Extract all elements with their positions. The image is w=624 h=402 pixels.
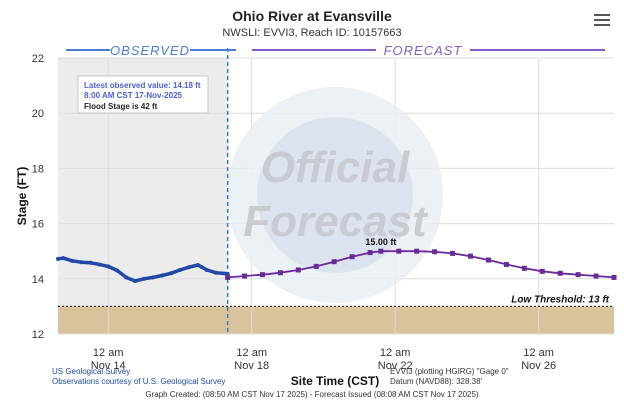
x-tick-label: Nov 14 — [91, 360, 126, 372]
watermark-text: Official — [261, 143, 410, 192]
hamburger-menu-icon[interactable] — [594, 14, 610, 28]
x-tick-label: 12 am — [380, 347, 411, 359]
observed-header-label: OBSERVED — [110, 43, 190, 58]
observed-point — [133, 279, 138, 284]
forecast-point — [378, 248, 384, 254]
observed-point — [186, 265, 191, 270]
gage-info: EVVI3 (plotting HGIRG) "Gage 0" — [390, 367, 509, 376]
y-tick-label: 20 — [32, 108, 44, 120]
observed-point — [199, 264, 204, 269]
forecast-point — [414, 248, 420, 254]
x-tick-label: Nov 18 — [234, 360, 269, 372]
forecast-point — [396, 248, 402, 254]
latest-observed-time: 8:00 AM CST 17-Nov-2025 — [84, 91, 183, 100]
forecast-point — [367, 250, 373, 256]
observed-point — [70, 258, 75, 263]
forecast-point — [259, 272, 265, 278]
forecast-point — [539, 268, 545, 274]
observed-point — [115, 268, 120, 273]
forecast-point — [349, 254, 355, 260]
observed-point — [124, 275, 129, 280]
noaa-seal-inner — [257, 117, 413, 273]
y-tick-label: 14 — [32, 274, 44, 286]
x-tick-label: 12 am — [93, 347, 124, 359]
observed-point — [213, 270, 218, 275]
forecast-point — [593, 273, 599, 279]
observed-point — [61, 256, 66, 261]
forecast-point — [295, 267, 301, 273]
x-tick-label: Nov 26 — [521, 360, 556, 372]
observed-point — [204, 267, 209, 272]
observed-point — [97, 262, 102, 267]
observed-point — [79, 260, 84, 265]
forecast-point — [503, 261, 509, 267]
x-tick-label: 12 am — [523, 347, 554, 359]
forecast-point — [485, 257, 491, 263]
latest-observed-value: Latest observed value: 14.18 ft — [84, 81, 201, 90]
chart-title: Ohio River at Evansville — [232, 8, 392, 24]
observed-point — [195, 263, 200, 267]
peak-value-label: 15.00 ft — [365, 237, 396, 247]
observed-point — [142, 276, 147, 281]
observed-point — [88, 260, 93, 265]
low-threshold-band — [58, 306, 614, 334]
forecast-point — [432, 249, 438, 255]
forecast-point — [557, 270, 563, 276]
forecast-point — [242, 273, 248, 279]
y-tick-label: 16 — [32, 219, 44, 231]
forecast-point — [313, 263, 319, 269]
graph-created-note: Graph Created: (08:50 AM CST Nov 17 2025… — [145, 390, 479, 399]
forecast-point — [331, 259, 337, 265]
forecast-point — [575, 272, 581, 278]
observed-point — [56, 256, 60, 261]
y-tick-label: 18 — [32, 163, 44, 175]
observed-point — [160, 273, 165, 278]
observed-point — [106, 264, 111, 269]
datum-info: Datum (NAVD88): 328.38' — [390, 377, 483, 386]
x-tick-label: 12 am — [236, 347, 267, 359]
watermark-text: Forecast — [243, 197, 429, 246]
forecast-point — [225, 274, 231, 280]
low-threshold-label: Low Threshold: 13 ft — [511, 294, 609, 305]
y-tick-label: 12 — [32, 329, 44, 341]
chart-subtitle: NWSLI: EVVI3, Reach ID: 10157663 — [222, 27, 402, 39]
credit-usgs: US Geological Survey — [52, 367, 131, 376]
forecast-point — [468, 253, 474, 259]
y-axis-title: Stage (FT) — [15, 167, 29, 226]
observed-point — [225, 271, 230, 276]
observed-point — [177, 267, 182, 272]
forecast-point — [611, 274, 617, 280]
forecast-header-label: FORECAST — [384, 43, 463, 58]
info-box — [77, 75, 209, 114]
observed-point — [168, 271, 173, 276]
observed-point — [151, 275, 156, 280]
x-axis-title: Site Time (CST) — [291, 374, 379, 388]
x-tick-label: Nov 22 — [378, 360, 413, 372]
credit-observations: Observations courtesy of U.S. Geological… — [52, 377, 226, 386]
forecast-point — [277, 270, 283, 276]
forecast-point — [521, 265, 527, 271]
forecast-point — [450, 250, 456, 256]
flood-stage-note: Flood Stage is 42 ft — [84, 102, 158, 111]
y-tick-label: 22 — [32, 53, 44, 65]
